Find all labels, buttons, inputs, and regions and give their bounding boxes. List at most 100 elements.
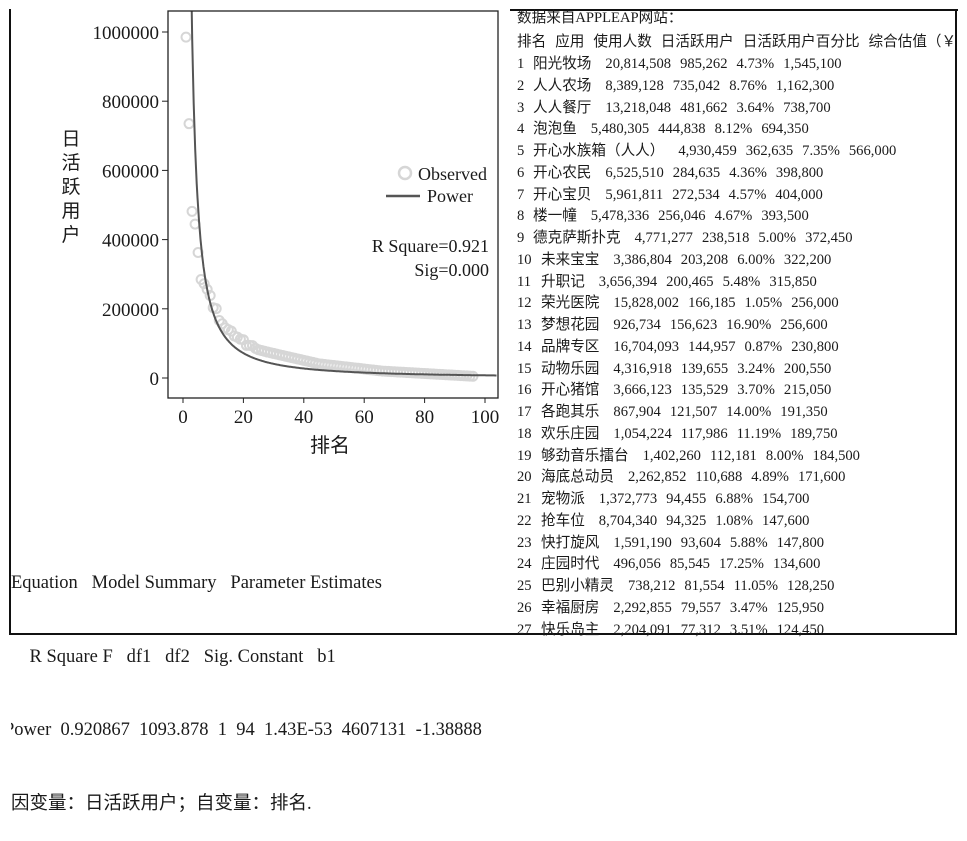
sig-annotation: Sig=0.000 <box>414 260 489 280</box>
table-cell: 6.88% <box>715 491 754 507</box>
table-cell: 品牌专区 <box>541 338 600 355</box>
table-cell: 184,500 <box>812 447 860 464</box>
table-row: 25 巴别小精灵 738,212 81,554 11.05% 128,250 <box>517 576 957 598</box>
table-row: 5 开心水族箱（人人） 4,930,459 362,635 7.35% 566,000 <box>517 141 957 163</box>
table-cell: 18 <box>517 425 532 442</box>
table-cell: 171,600 <box>797 469 846 486</box>
table-cell: 4,316,918 <box>613 360 672 377</box>
table-cell: 快乐岛主 <box>541 621 600 638</box>
table-row: 17 各跑其乐 867,904 121,507 14.00% 191,350 <box>517 402 957 424</box>
y-tick-label: 0 <box>150 369 160 390</box>
table-cell: 1,054,224 <box>613 425 672 442</box>
table-cell: 738,212 <box>627 578 676 594</box>
x-tick-label: 80 <box>415 407 434 428</box>
table-cell: 694,350 <box>761 121 809 138</box>
table-cell: 3.51% <box>729 621 768 638</box>
x-tick-label: 0 <box>178 407 188 428</box>
table-cell: 1,402,260 <box>642 447 701 464</box>
x-tick-label: 60 <box>355 407 374 428</box>
y-tick-label: 1000000 <box>93 23 160 44</box>
table-cell: 开心水族箱（人人） <box>533 143 665 159</box>
table-row: 9 德克萨斯扑克 4,771,277 238,518 5.00% 372,450 <box>517 228 957 250</box>
table-cell: 6 <box>517 164 525 181</box>
table-cell: 7 <box>517 186 525 203</box>
figure-frame <box>9 9 957 635</box>
table-header: 排名 应用 使用人数 日活跃用户 日活跃用户百分比 综合估值（￥ <box>517 30 957 54</box>
table-cell: 200,465 <box>666 273 714 290</box>
table-cell: 5.00% <box>758 230 797 246</box>
table-cell: 4,771,277 <box>634 230 693 246</box>
table-cell: 393,500 <box>761 208 809 225</box>
table-row: 15 动物乐园 4,316,918 139,655 3.24% 200,550 <box>517 359 957 381</box>
observed-point <box>237 334 249 346</box>
table-cell: 1.08% <box>715 512 754 529</box>
table-cell: 巴别小精灵 <box>541 578 614 594</box>
table-cell: 21 <box>517 491 532 507</box>
table-cell: 110,688 <box>695 469 743 486</box>
table-cell: 203,208 <box>680 251 729 268</box>
table-cell: 156,623 <box>669 317 718 333</box>
table-source: 数据来自APPLEAP网站： <box>517 10 683 26</box>
table-cell: 19 <box>517 447 532 464</box>
table-cell: 1.05% <box>744 295 783 312</box>
table-row: 13 梦想花园 926,734 156,623 16.90% 256,600 <box>517 315 957 337</box>
table-cell: 867,904 <box>613 404 661 420</box>
table-cell: 庄园时代 <box>541 556 600 573</box>
table-cell: 3,386,804 <box>613 251 672 268</box>
table-cell: 4.67% <box>714 208 753 225</box>
table-cell: 8.76% <box>729 77 767 94</box>
table-row: 4 泡泡鱼 5,480,305 444,838 8.12% 694,350 <box>517 119 957 141</box>
table-cell: 5.88% <box>729 534 768 551</box>
table-cell: 1,545,100 <box>783 56 842 72</box>
table-cell: 3.47% <box>729 599 768 616</box>
table-cell: 566,000 <box>848 143 897 159</box>
table-row: 2 人人农场 8,389,128 735,042 8.76% 1,162,300 <box>517 76 957 98</box>
r-square-annotation: R Square=0.921 <box>372 236 489 256</box>
table-cell: 94,455 <box>666 491 707 507</box>
table-cell: 开心宝贝 <box>533 186 592 203</box>
table-row: 1 阳光牧场 20,814,508 985,262 4.73% 1,545,100 <box>517 54 957 76</box>
table-row: 24 庄园时代 496,056 85,545 17.25% 134,600 <box>517 554 957 576</box>
table-cell: 3.64% <box>736 99 775 116</box>
table-cell: 3.24% <box>737 360 775 377</box>
table-row: 11 升职记 3,656,394 200,465 5.48% 315,850 <box>517 272 957 294</box>
table-cell: 16 <box>517 382 532 399</box>
table-row: 18 欢乐庄园 1,054,224 117,986 11.19% 189,750 <box>517 424 957 446</box>
table-cell: 4,930,459 <box>678 143 737 159</box>
table-cell: 256,000 <box>791 295 839 312</box>
table-cell: 372,450 <box>805 230 853 246</box>
table-cell: 147,800 <box>776 534 825 551</box>
table-cell: 12 <box>517 295 532 312</box>
table-cell: 94,325 <box>666 512 707 529</box>
table-cell: 191,350 <box>780 404 828 420</box>
table-cell: 496,056 <box>613 556 661 573</box>
table-cell: 117,986 <box>680 425 728 442</box>
table-row: 12 荣光医院 15,828,002 166,185 1.05% 256,000 <box>517 293 957 315</box>
table-cell: 121,507 <box>669 404 718 420</box>
table-cell: 10 <box>517 251 532 268</box>
y-tick-label: 800000 <box>102 92 159 113</box>
table-cell: 398,800 <box>775 164 824 181</box>
table-cell: 17.25% <box>718 556 764 573</box>
table-cell: 272,534 <box>672 186 720 203</box>
table-row: 16 开心猪馆 3,666,123 135,529 3.70% 215,050 <box>517 380 957 402</box>
table-cell: 985,262 <box>680 56 728 72</box>
table-cell: 开心农民 <box>533 164 592 181</box>
table-cell: 5,480,305 <box>590 121 650 138</box>
table-cell: 15 <box>517 360 532 377</box>
table-cell: 11 <box>517 273 532 290</box>
table-cell: 开心猪馆 <box>541 382 600 399</box>
table-cell: 8,389,128 <box>605 77 664 94</box>
column-header: 应用 <box>555 34 585 50</box>
table-cell: 738,700 <box>783 99 831 116</box>
summary-values: Power 0.920867 1093.878 1 94 1.43E-53 46… <box>11 720 482 740</box>
table-cell: 8.12% <box>714 121 753 138</box>
table-cell: 11.05% <box>733 578 779 594</box>
table-cell: 735,042 <box>672 77 721 94</box>
table-cell: 362,635 <box>745 143 794 159</box>
table-row: 21 宠物派 1,372,773 94,455 6.88% 154,700 <box>517 489 957 511</box>
table-cell: 8.00% <box>765 447 804 464</box>
table-cell: 5,478,336 <box>590 208 650 225</box>
observed-point <box>183 118 195 130</box>
table-cell: 256,046 <box>658 208 706 225</box>
